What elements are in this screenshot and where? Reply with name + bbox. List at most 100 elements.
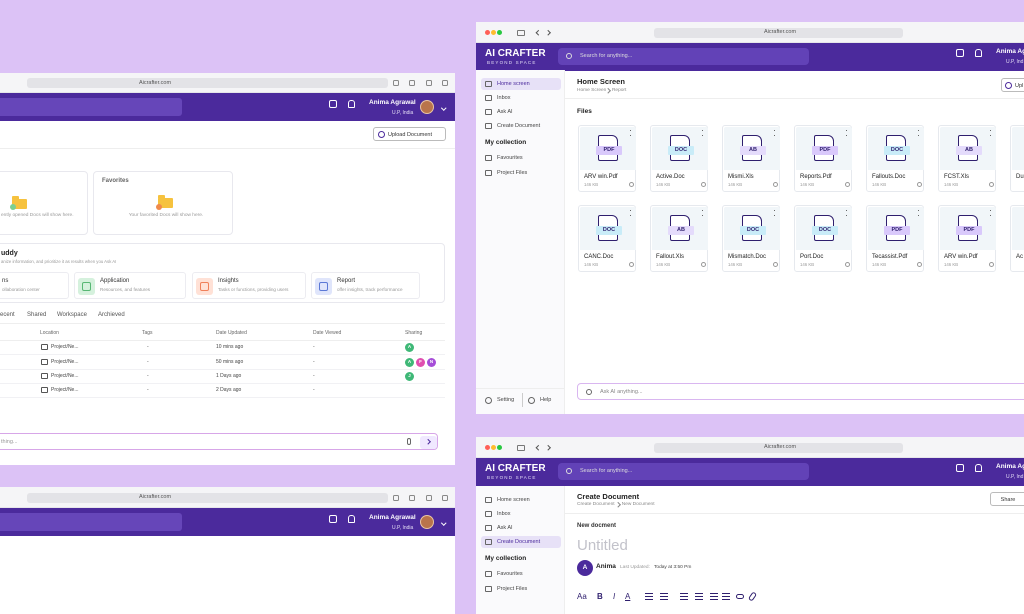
sidebar-item[interactable]: Project Files (481, 583, 561, 595)
sidebar-item[interactable]: Create Document (481, 536, 561, 548)
sidebar-toggle[interactable] (517, 444, 525, 451)
breadcrumb[interactable]: Create Document (577, 502, 615, 508)
tab[interactable]: Shared (27, 312, 47, 319)
window-control[interactable] (491, 30, 496, 35)
browser-icon[interactable] (426, 80, 432, 86)
file-card[interactable]: AB FCST.Xls 146 KB (938, 125, 996, 192)
download-icon[interactable] (917, 262, 922, 267)
sidebar-item[interactable]: Ask AI (481, 106, 561, 118)
chat-icon[interactable] (329, 100, 337, 108)
file-card[interactable]: Ac (1010, 205, 1024, 272)
avatar[interactable] (420, 515, 434, 529)
tab[interactable]: Workspace (57, 312, 87, 319)
bell-icon[interactable] (975, 464, 982, 472)
kebab-menu[interactable] (846, 130, 848, 136)
kebab-menu[interactable] (990, 130, 992, 136)
window-control[interactable] (491, 445, 496, 450)
download-icon[interactable] (773, 182, 778, 187)
file-card[interactable]: DOC Port.Doc 146 KB (794, 205, 852, 272)
download-icon[interactable] (917, 182, 922, 187)
share-button[interactable]: Share (990, 492, 1024, 506)
browser-icon[interactable] (442, 494, 448, 501)
url-bar[interactable] (654, 27, 903, 38)
kebab-menu[interactable] (774, 210, 776, 216)
feature-card[interactable]: Report offer insights, track performance (311, 272, 420, 299)
file-card[interactable]: AB Fallout.Xls 146 KB (650, 205, 708, 272)
doc-title[interactable]: Untitled (577, 536, 628, 554)
send-button[interactable] (420, 436, 437, 449)
download-icon[interactable] (989, 182, 994, 187)
window-control[interactable] (485, 30, 490, 35)
kebab-menu[interactable] (918, 210, 920, 216)
download-icon[interactable] (701, 182, 706, 187)
download-icon[interactable] (773, 262, 778, 267)
window-control[interactable] (485, 445, 490, 450)
toolbar-button[interactable]: I (613, 592, 616, 602)
file-card[interactable]: PDF Tecassist.Pdf 146 KB (866, 205, 924, 272)
table-row[interactable]: Project/Ne... - 2 Days ago - (0, 383, 445, 397)
download-icon[interactable] (989, 262, 994, 267)
kebab-menu[interactable] (630, 130, 632, 136)
toolbar-button[interactable] (645, 593, 653, 601)
sidebar-item[interactable]: Home screen (481, 78, 561, 90)
kebab-menu[interactable] (774, 130, 776, 136)
kebab-menu[interactable] (702, 210, 704, 216)
browser-icon[interactable] (393, 494, 399, 501)
toolbar-button[interactable]: B (597, 592, 603, 602)
toolbar-button[interactable] (695, 593, 703, 601)
kebab-menu[interactable] (990, 210, 992, 216)
kebab-menu[interactable] (630, 210, 632, 216)
browser-icon[interactable] (442, 80, 448, 86)
toolbar-button[interactable] (710, 593, 718, 601)
footer-item[interactable]: Help (527, 394, 567, 406)
breadcrumb[interactable]: Report (611, 88, 627, 94)
feature-card[interactable]: ns ollaboration center (0, 272, 69, 299)
attach-button[interactable] (747, 591, 758, 602)
url-bar[interactable] (654, 442, 903, 453)
sidebar-item[interactable]: Home screen (481, 494, 561, 506)
breadcrumb[interactable]: Home Screen (577, 88, 607, 94)
browser-icon[interactable] (426, 494, 432, 501)
sidebar-item[interactable]: Ask AI (481, 522, 561, 534)
sidebar-item[interactable]: Favourites (481, 152, 561, 164)
toolbar-button[interactable]: A (625, 592, 631, 602)
breadcrumb[interactable]: New Document (621, 502, 655, 508)
ask-bar[interactable]: Ask AI anything... (577, 383, 1024, 400)
sidebar-item[interactable]: Inbox (481, 92, 561, 104)
file-card[interactable]: DOC Active.Doc 146 KB (650, 125, 708, 192)
toolbar-button[interactable] (722, 593, 730, 601)
download-icon[interactable] (845, 182, 850, 187)
window-control[interactable] (497, 445, 502, 450)
browser-icon[interactable] (393, 80, 399, 86)
url-bar[interactable] (27, 78, 388, 88)
sidebar-item[interactable]: Favourites (481, 568, 561, 580)
url-bar[interactable] (27, 492, 388, 503)
sidebar-item[interactable]: Project Files (481, 167, 561, 179)
avatar[interactable] (420, 100, 434, 114)
file-card[interactable]: DOC Mismatch.Doc 146 KB (722, 205, 780, 272)
search-field[interactable] (0, 98, 182, 116)
chat-icon[interactable] (956, 49, 964, 57)
feature-card[interactable]: Insights Tasks or functions, providing us… (192, 272, 306, 299)
ask-bar[interactable]: thing... (0, 433, 438, 450)
kebab-menu[interactable] (918, 130, 920, 136)
bell-icon[interactable] (975, 49, 982, 57)
file-card[interactable]: DOC CANC.Doc 146 KB (578, 205, 636, 272)
file-card[interactable]: DOC Fallouts.Doc 146 KB (866, 125, 924, 192)
browser-icon[interactable] (409, 494, 415, 501)
upload-button[interactable]: Upl (1001, 78, 1024, 92)
toolbar-button[interactable] (660, 593, 668, 601)
toolbar-button[interactable]: Aa (577, 592, 587, 602)
search-field[interactable] (0, 513, 182, 531)
file-card[interactable]: PDF ARV win.Pdf 146 KB (578, 125, 636, 192)
download-icon[interactable] (629, 262, 634, 267)
file-card[interactable]: PDF Reports.Pdf 146 KB (794, 125, 852, 192)
chat-icon[interactable] (956, 464, 964, 472)
file-card[interactable]: Du (1010, 125, 1024, 192)
footer-item[interactable]: Setting (484, 394, 524, 406)
kebab-menu[interactable] (702, 130, 704, 136)
search-field[interactable]: Search for anything... (558, 48, 809, 65)
sidebar-toggle[interactable] (517, 29, 525, 36)
sidebar-item[interactable]: Create Document (481, 120, 561, 132)
window-control[interactable] (497, 30, 502, 35)
